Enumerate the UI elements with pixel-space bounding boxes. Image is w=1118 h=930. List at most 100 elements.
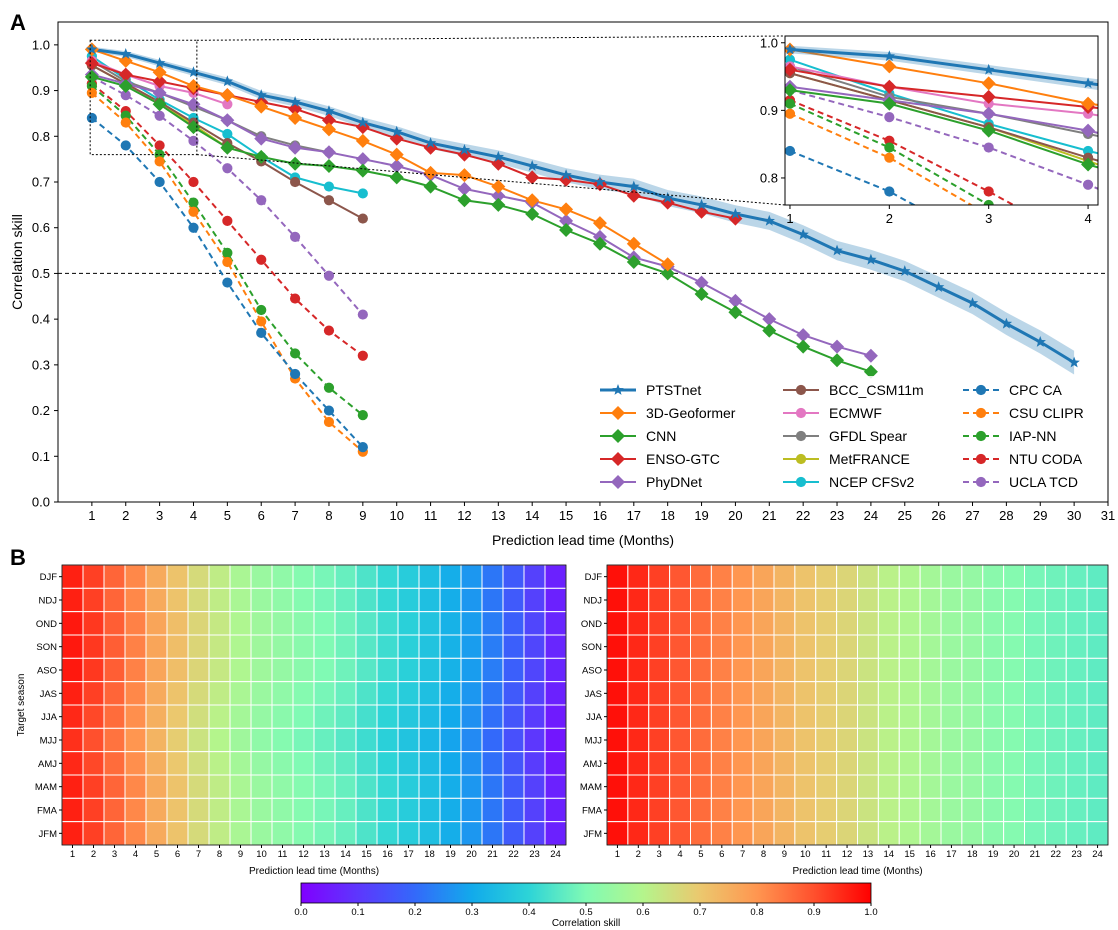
y-tick-label: 0.2: [32, 403, 50, 418]
heatmap-cell: [1003, 611, 1025, 636]
data-point-ptstnet: [661, 192, 674, 203]
heatmap-col-label: 10: [800, 849, 811, 860]
heatmap-cell: [187, 657, 210, 683]
heatmap-cell: [982, 727, 1005, 753]
heatmap-cell: [166, 611, 189, 636]
heatmap-cell: [103, 704, 126, 729]
heatmap-cell: [982, 821, 1005, 846]
heatmap-cell: [355, 821, 378, 846]
data-point-enso-gtc: [525, 170, 540, 185]
heatmap-cell: [773, 634, 796, 659]
data-point-3d-geoformer: [559, 202, 574, 217]
series-line-iap-nn: [91, 85, 364, 416]
data-point-cpc-ca: [222, 277, 233, 288]
data-point-enso-gtc: [559, 172, 574, 187]
heatmap-cell: [166, 704, 189, 729]
heatmap-cell: [250, 704, 273, 729]
legend-marker-bcc-csm11m: [795, 384, 807, 396]
heatmap-cell: [250, 657, 273, 683]
heatmap-row-label: MJJ: [585, 736, 603, 747]
heatmap-cell: [1003, 797, 1025, 823]
x-tick-label: 27: [965, 508, 979, 523]
heatmap-cell: [836, 681, 858, 706]
heatmap-cell: [313, 797, 336, 823]
data-point-3d-geoformer: [254, 99, 269, 114]
heatmap-cell: [481, 564, 504, 589]
data-point-phydnet: [355, 152, 370, 167]
data-point-cpc-ca: [86, 112, 97, 124]
heatmap-cell: [292, 611, 315, 636]
heatmap-row-label: SON: [581, 642, 602, 653]
heatmap-cell: [460, 587, 483, 613]
y-tick-label: 0.1: [32, 449, 50, 464]
series-line-csu-clipr: [91, 92, 364, 453]
heatmap-row-label: AMJ: [38, 759, 57, 770]
heatmap-cell: [961, 727, 984, 753]
inset-data-point-ptstnet: [982, 63, 995, 75]
heatmap-cell: [794, 587, 817, 613]
heatmap-cell: [250, 681, 273, 706]
heatmap-cell: [439, 634, 462, 659]
heatmap-col-label: 9: [238, 849, 243, 860]
heatmap-cell: [1024, 797, 1046, 823]
legend-background: [592, 376, 1102, 494]
heatmap-cell: [61, 774, 84, 799]
heatmap-cell: [836, 797, 858, 823]
heatmap-cell: [103, 797, 126, 823]
legend-marker-ntu-coda: [975, 453, 987, 465]
heatmap-cell: [481, 821, 504, 846]
heatmap-cell: [61, 821, 84, 846]
heatmap-cell: [166, 634, 189, 659]
heatmap-cell: [292, 657, 315, 683]
heatmap-cell: [752, 797, 775, 823]
heatmap-cell: [523, 657, 546, 683]
heatmap-cell: [815, 797, 838, 823]
heatmap-cell: [961, 611, 984, 636]
heatmap-cell: [648, 587, 671, 613]
heatmap-cell: [313, 634, 336, 659]
y-tick-label: 1.0: [32, 37, 50, 52]
heatmap-cell: [544, 681, 567, 706]
heatmap-col-label: 2: [91, 849, 96, 860]
heatmap-cell: [481, 704, 504, 729]
data-point-iap-nn: [188, 197, 199, 208]
inset-x-tick-label: 2: [886, 211, 893, 226]
x-tick-label: 22: [796, 508, 810, 523]
legend-marker-ucla-tcd: [975, 476, 987, 488]
heatmap-cell: [418, 751, 441, 776]
heatmap-cell: [794, 821, 817, 846]
heatmap-cell: [1086, 704, 1109, 729]
y-tick-label: 0.5: [32, 266, 50, 281]
heatmap-cell: [836, 774, 858, 799]
heatmap-cell: [919, 704, 942, 729]
heatmap-cell: [648, 821, 671, 846]
data-point-phydnet: [559, 213, 574, 228]
data-point-csu-clipr: [256, 316, 267, 327]
heatmap-cell: [481, 634, 504, 659]
heatmap-cell: [124, 611, 147, 636]
data-point-cnn: [525, 207, 540, 221]
heatmap-cell: [836, 727, 858, 753]
heatmap-cell: [1024, 704, 1046, 729]
heatmap-cell: [1044, 774, 1067, 799]
heatmap-cell: [124, 751, 147, 776]
heatmap-cell: [187, 587, 210, 613]
heatmap-cell: [669, 727, 691, 753]
heatmap-cell: [815, 727, 838, 753]
data-point-ncep-cfsv2: [357, 188, 368, 199]
series-line-ptstnet: [91, 47, 1075, 364]
heatmap-cell: [752, 634, 775, 659]
data-point-iap-nn: [323, 382, 335, 393]
legend-label-metfrance: MetFRANCE: [829, 451, 910, 467]
data-point-cnn: [457, 193, 472, 208]
heatmap-cell: [82, 774, 105, 799]
data-point-iap-nn: [222, 247, 233, 258]
data-point-3d-geoformer: [220, 88, 235, 103]
inset-data-point-ptstnet: [785, 43, 796, 55]
heatmap-cell: [690, 611, 712, 636]
heatmap-cell: [334, 751, 357, 776]
data-point-enso-gtc: [118, 67, 133, 82]
legend-marker-metfrance: [795, 453, 807, 465]
inset-data-point-ptstnet: [1082, 77, 1094, 89]
heatmap-cell: [1003, 751, 1025, 776]
